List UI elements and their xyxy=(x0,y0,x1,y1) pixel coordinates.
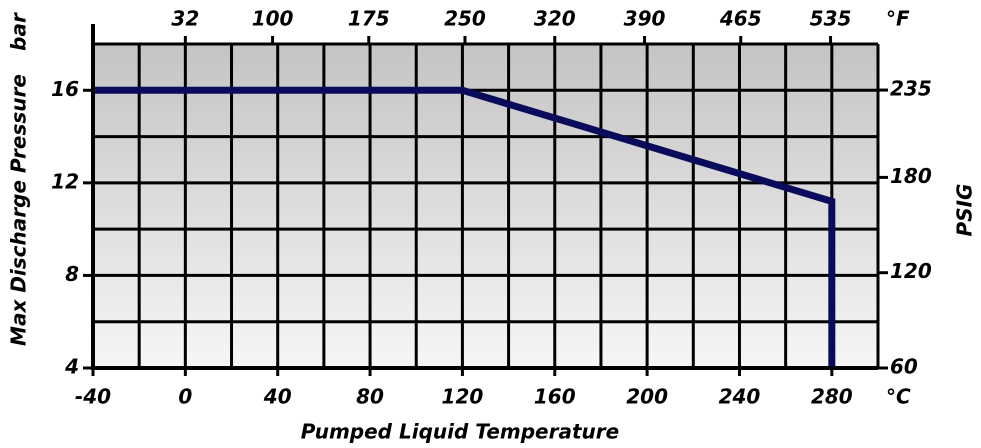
x2-tick-label: 32 xyxy=(171,7,199,31)
x2-unit: °F xyxy=(886,7,910,31)
y2-tick-label: 235 xyxy=(890,77,932,101)
x-tick-label: 200 xyxy=(626,385,668,409)
y-tick-label: 4 xyxy=(64,355,79,379)
x-axis-title: Pumped Liquid Temperature xyxy=(301,420,619,444)
x-tick-label: 280 xyxy=(811,385,853,409)
y-unit: bar xyxy=(7,12,31,51)
x-tick-label: -40 xyxy=(75,385,111,409)
y-tick-label: 16 xyxy=(51,77,79,101)
x-tick-label: 0 xyxy=(178,385,192,409)
x2-tick-label: 465 xyxy=(719,7,762,31)
y2-tick-label: 180 xyxy=(890,164,932,188)
x-tick-label: 120 xyxy=(442,385,484,409)
x2-tick-label: 250 xyxy=(444,7,486,31)
x2-tick-label: 100 xyxy=(252,7,294,31)
x-unit: °C xyxy=(886,385,911,409)
x-tick-label: 40 xyxy=(263,385,292,409)
y2-tick-label: 120 xyxy=(890,259,932,283)
y2-tick-label: 60 xyxy=(890,355,918,379)
y-axis-title: Max Discharge Pressure xyxy=(7,74,31,346)
data-line xyxy=(93,86,836,368)
x-tick-label: 160 xyxy=(534,385,576,409)
x-tick-label: 80 xyxy=(356,385,384,409)
x-tick-label: 240 xyxy=(719,385,761,409)
y-tick-label: 8 xyxy=(65,262,79,286)
x2-tick-label: 320 xyxy=(534,7,576,31)
x2-tick-label: 175 xyxy=(348,7,390,31)
x2-tick-label: 535 xyxy=(810,7,852,31)
x2-tick-label: 390 xyxy=(624,7,666,31)
y-tick-label: 12 xyxy=(51,169,79,193)
y2-axis-title: PSIG xyxy=(953,184,977,237)
